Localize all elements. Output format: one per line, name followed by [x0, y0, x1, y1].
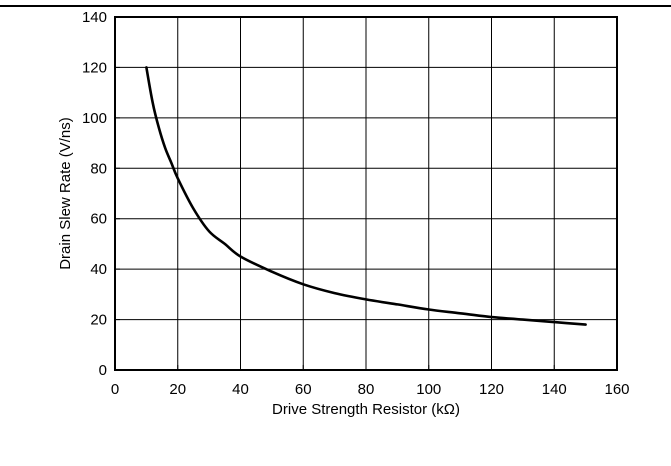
x-tick-label: 100: [416, 381, 441, 398]
x-tick-label: 160: [604, 381, 629, 398]
y-tick-label: 20: [90, 312, 107, 329]
y-tick-label: 140: [82, 9, 107, 26]
y-tick-label: 0: [99, 362, 107, 379]
y-tick-label: 60: [90, 211, 107, 228]
y-tick-label: 100: [82, 110, 107, 127]
x-tick-label: 80: [358, 381, 375, 398]
series-line: [145, 66, 587, 326]
series: [145, 66, 587, 326]
x-tick-label: 0: [111, 381, 119, 398]
x-tick-label: 40: [232, 381, 249, 398]
x-tick-label: 140: [542, 381, 567, 398]
x-axis-title: Drive Strength Resistor (kΩ): [272, 401, 460, 418]
x-tick-label: 20: [169, 381, 186, 398]
y-tick-label: 40: [90, 261, 107, 278]
y-axis-title: Drain Slew Rate (V/ns): [57, 117, 74, 270]
grid: [115, 17, 617, 370]
ticks: 0 20 40 60 80 100 120 140 160 0 20 40 60 80 100 120 140: [82, 9, 630, 398]
x-tick-label: 60: [295, 381, 312, 398]
y-tick-label: 80: [90, 160, 107, 177]
top-rule: [0, 5, 671, 7]
x-tick-label: 120: [479, 381, 504, 398]
y-tick-label: 120: [82, 59, 107, 76]
